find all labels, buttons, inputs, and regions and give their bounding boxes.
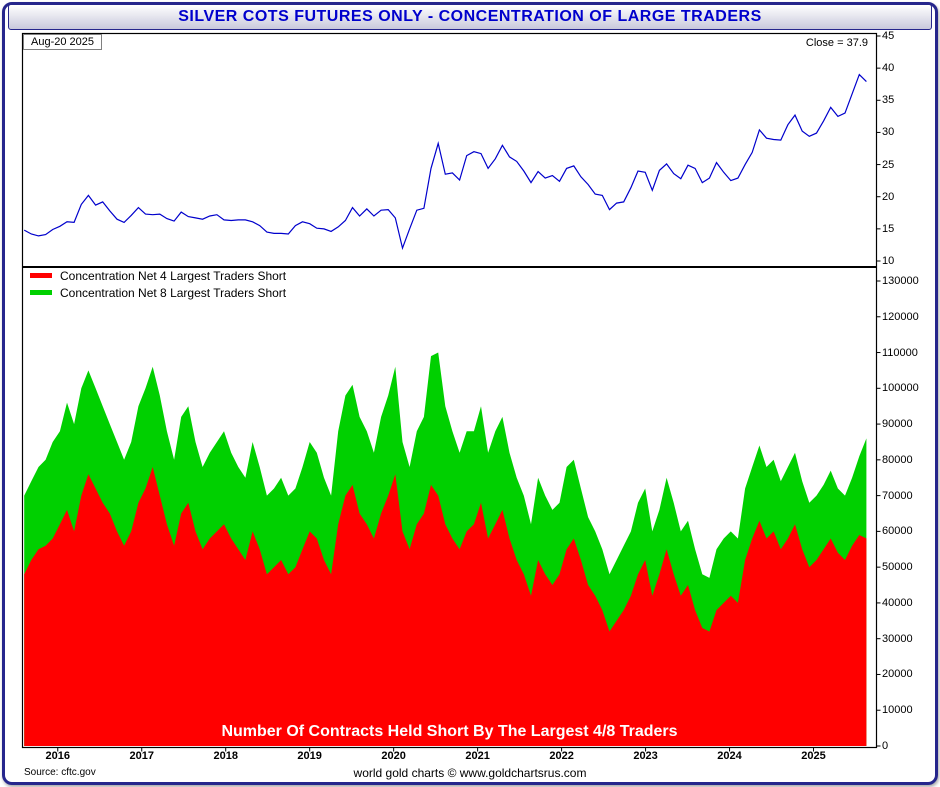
y-axis-tick-label-price: 45	[882, 30, 895, 42]
y-axis-tick-label-contracts: 100000	[882, 382, 919, 395]
y-axis-tick-label-price: 40	[882, 62, 895, 75]
y-axis-tick-label-price: 25	[882, 158, 895, 171]
y-axis-tick-label-contracts: 50000	[882, 561, 913, 574]
x-axis-tick-label-year: 2021	[465, 750, 490, 762]
x-axis-tick-label-year: 2025	[801, 750, 826, 762]
close-label: Close = 37.9	[805, 37, 868, 49]
credit-label: world gold charts © www.goldchartsrus.co…	[353, 766, 587, 780]
legend-swatch-1	[30, 273, 52, 278]
y-axis-tick-label-contracts: 110000	[882, 346, 918, 359]
x-axis-tick-label-year: 2023	[633, 750, 658, 762]
x-axis-tick-label-year: 2016	[45, 750, 71, 762]
y-axis-tick-label-contracts: 0	[882, 740, 889, 752]
y-axis-tick-label-contracts: 70000	[882, 489, 913, 502]
y-axis-tick-label-price: 35	[882, 94, 895, 107]
y-axis-tick-label-contracts: 40000	[882, 596, 913, 609]
y-axis-tick-label-contracts: 130000	[882, 275, 919, 287]
chart-title-bar: SILVER COTS FUTURES ONLY - CONCENTRATION…	[8, 4, 932, 30]
y-axis-tick-label-contracts: 120000	[882, 310, 919, 323]
x-axis-tick-label-year: 2017	[129, 750, 154, 762]
legend: Concentration Net 4 Largest Traders Shor…	[30, 267, 286, 301]
y-axis-tick-label-price: 30	[882, 126, 895, 139]
legend-item-net8: Concentration Net 8 Largest Traders Shor…	[30, 284, 286, 301]
bottom-annotation: Number Of Contracts Held Short By The La…	[221, 723, 678, 740]
source-label: Source: cftc.gov	[24, 767, 96, 778]
area-series-1	[24, 352, 867, 746]
x-axis-tick-label-year: 2020	[381, 750, 406, 762]
area-series-2	[24, 467, 867, 746]
plot-border	[21, 32, 878, 749]
y-axis-tick-label-contracts: 80000	[882, 453, 913, 466]
y-axis-tick-label-contracts: 30000	[882, 632, 913, 645]
y-axis-tick-label-contracts: 20000	[882, 668, 913, 681]
chart-title: SILVER COTS FUTURES ONLY - CONCENTRATION…	[178, 8, 762, 25]
legend-label-net4: Concentration Net 4 Largest Traders Shor…	[60, 268, 287, 283]
date-label: Aug-20 2025	[23, 34, 102, 50]
y-axis-tick-label-price: 20	[882, 190, 895, 203]
y-axis-tick-label-price: 10	[882, 255, 895, 267]
legend-swatch-2	[30, 290, 52, 295]
y-axis-tick-label-contracts: 10000	[882, 704, 913, 717]
legend-label-net8: Concentration Net 8 Largest Traders Shor…	[60, 285, 287, 300]
y-axis-tick-label-contracts: 90000	[882, 418, 913, 431]
y-axis-tick-label-contracts: 60000	[882, 525, 913, 538]
x-axis-tick-label-year: 2022	[549, 750, 574, 762]
x-axis-tick-label-year: 2018	[213, 750, 238, 762]
x-axis-tick-label-year: 2024	[717, 750, 742, 762]
price-line	[23, 73, 867, 251]
legend-item-net4: Concentration Net 4 Largest Traders Shor…	[30, 267, 286, 284]
x-axis-tick-label-year: 2019	[297, 750, 322, 762]
y-axis-tick-label-price: 15	[882, 222, 895, 235]
